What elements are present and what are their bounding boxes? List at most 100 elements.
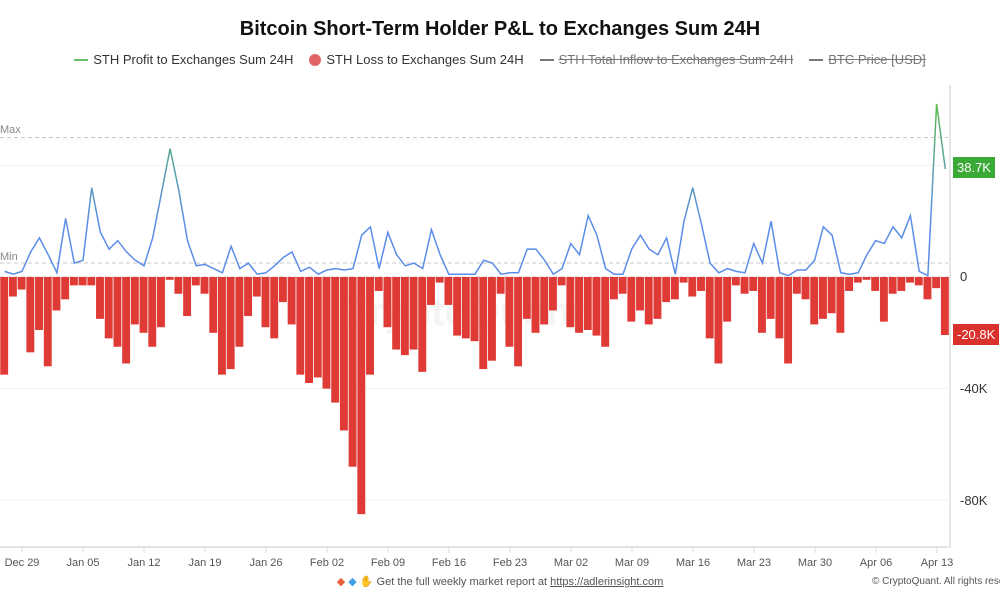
- legend-label: STH Profit to Exchanges Sum 24H: [93, 52, 294, 67]
- x-tick-label: Jan 05: [66, 557, 100, 569]
- footer-text: Get the full weekly market report at: [376, 576, 548, 588]
- loss-bar: [653, 277, 662, 319]
- loss-bar: [505, 277, 514, 347]
- loss-bar: [566, 277, 575, 328]
- loss-bar: [148, 277, 157, 347]
- loss-bar: [339, 277, 348, 431]
- legend-item-sth-loss[interactable]: STH Loss to Exchanges Sum 24H: [309, 52, 524, 67]
- loss-bar: [548, 277, 557, 311]
- loss-bar: [461, 277, 470, 339]
- loss-bar: [366, 277, 374, 375]
- loss-bar: [792, 277, 801, 294]
- loss-bar: [540, 277, 549, 325]
- loss-bar: [209, 277, 218, 333]
- chart-title: Bitcoin Short-Term Holder P&L to Exchang…: [239, 18, 761, 40]
- loss-bar: [705, 277, 714, 339]
- loss-bar: [862, 277, 871, 280]
- loss-bar: [427, 277, 435, 305]
- x-tick-label: Feb 23: [492, 557, 528, 569]
- legend-item-sth-profit[interactable]: STH Profit to Exchanges Sum 24H: [74, 52, 293, 67]
- loss-bar: [470, 277, 479, 342]
- loss-bar: [183, 277, 192, 317]
- y-tick-label: 0: [960, 269, 968, 284]
- legend-label: BTC Price [USD]: [828, 52, 926, 67]
- loss-bar: [400, 277, 409, 356]
- x-tick-label: Jan 26: [249, 557, 283, 569]
- loss-bar: [496, 277, 505, 294]
- loss-bar: [836, 277, 845, 333]
- loss-bar: [679, 277, 688, 283]
- loss-bar: [96, 277, 104, 319]
- loss-bar: [758, 277, 766, 333]
- x-tick-label: Apr 06: [859, 557, 893, 569]
- loss-bar: [644, 277, 653, 325]
- loss-bar: [8, 277, 17, 297]
- x-tick-label: Feb 09: [370, 557, 406, 569]
- loss-bar: [609, 277, 618, 300]
- loss-bar: [879, 277, 888, 322]
- loss-bar: [244, 277, 253, 317]
- loss-bar: [122, 277, 131, 364]
- max-line-label: Max: [0, 124, 21, 136]
- loss-bar: [488, 277, 496, 361]
- loss-bar: [43, 277, 52, 367]
- x-tick-label: Apr 13: [920, 557, 954, 569]
- loss-bar: [932, 277, 941, 289]
- min-line-label: Min: [0, 251, 18, 263]
- line-marker-icon: [809, 58, 824, 61]
- legend-label: STH Total Inflow to Exchanges Sum 24H: [558, 52, 794, 67]
- loss-bar: [818, 277, 827, 319]
- loss-bar: [601, 277, 610, 347]
- footer-link[interactable]: https://adlerinsight.com: [550, 576, 664, 588]
- loss-bar: [940, 277, 949, 336]
- loss-bar: [348, 277, 357, 467]
- loss-bar: [217, 277, 226, 375]
- legend-item-btc-price[interactable]: BTC Price [USD]: [809, 52, 926, 67]
- x-tick-label: Mar 30: [797, 557, 833, 569]
- loss-bar: [392, 277, 401, 350]
- loss-bar: [583, 277, 592, 331]
- loss-bar: [827, 277, 836, 314]
- loss-bar: [775, 277, 784, 339]
- loss-bar: [305, 277, 314, 384]
- line-marker-icon: [74, 58, 89, 61]
- loss-bar: [731, 277, 740, 286]
- loss-bar: [270, 277, 279, 339]
- legend-item-sth-total-inflow[interactable]: STH Total Inflow to Exchanges Sum 24H: [539, 52, 794, 67]
- loss-bar: [688, 277, 697, 297]
- legend: STH Profit to Exchanges Sum 24H STH Loss…: [0, 52, 1000, 67]
- loss-bar: [784, 277, 793, 364]
- loss-bar: [557, 277, 566, 286]
- loss-bar: [575, 277, 584, 333]
- loss-bar: [235, 277, 244, 347]
- raised-hands-icon: ✋: [359, 576, 374, 588]
- loss-bar: [514, 277, 523, 367]
- loss-bar: [418, 277, 427, 372]
- loss-bar: [52, 277, 61, 311]
- loss-bar: [906, 277, 914, 283]
- loss-bar: [0, 277, 9, 375]
- loss-bar: [627, 277, 636, 322]
- loss-bar: [296, 277, 305, 375]
- loss-bar: [636, 277, 644, 311]
- x-tick-label: Jan 12: [127, 557, 161, 569]
- loss-bar: [479, 277, 488, 370]
- loss-bar: [409, 277, 418, 350]
- x-tick-label: Mar 23: [736, 557, 772, 569]
- loss-bar: [374, 277, 383, 291]
- x-tick-label: Mar 02: [553, 557, 589, 569]
- copyright: © CryptoQuant. All rights reserved: [872, 576, 1000, 587]
- loss-bar: [383, 277, 392, 328]
- loss-bar: [113, 277, 122, 347]
- loss-bar: [871, 277, 880, 291]
- loss-bar: [697, 277, 705, 291]
- loss-bar: [914, 277, 923, 286]
- legend-label: STH Loss to Exchanges Sum 24H: [326, 52, 524, 67]
- loss-bar: [740, 277, 749, 294]
- loss-bar: [845, 277, 854, 291]
- loss-bar: [331, 277, 340, 403]
- loss-bar: [522, 277, 531, 319]
- loss-bar: [322, 277, 331, 389]
- loss-bar: [226, 277, 235, 370]
